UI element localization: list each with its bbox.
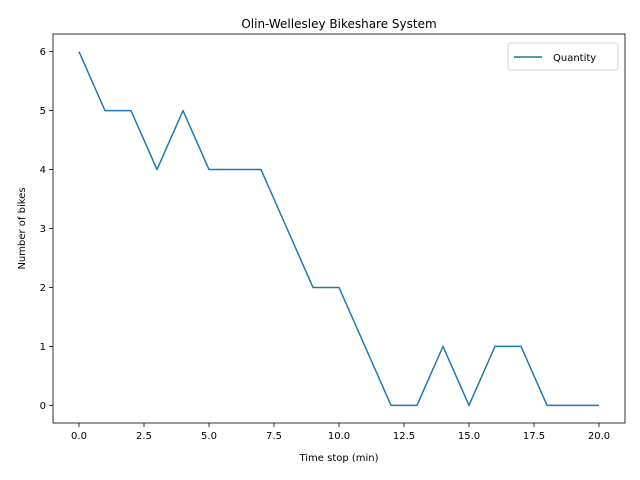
x-tick-label: 2.5 bbox=[136, 431, 152, 442]
x-axis: 0.0 2.5 5.0 7.5 10.0 12.5 15.0 17.5 20.0 bbox=[71, 423, 610, 442]
x-tick-label: 15.0 bbox=[458, 431, 480, 442]
x-tick-label: 10.0 bbox=[328, 431, 350, 442]
y-tick-label: 2 bbox=[40, 283, 46, 294]
x-tick-label: 7.5 bbox=[266, 431, 282, 442]
x-tick-label: 5.0 bbox=[201, 431, 217, 442]
x-tick-label: 20.0 bbox=[588, 431, 610, 442]
plot-area bbox=[52, 33, 626, 424]
series-layer bbox=[78, 51, 599, 407]
legend: Quantity bbox=[507, 42, 619, 71]
y-axis-label: Number of bikes bbox=[17, 187, 28, 269]
x-axis-label: Time stop (min) bbox=[298, 453, 378, 464]
series-line-quantity bbox=[78, 51, 599, 407]
y-tick-label: 1 bbox=[40, 342, 46, 353]
x-tick-label: 0.0 bbox=[71, 431, 87, 442]
y-tick-label: 6 bbox=[40, 47, 46, 58]
x-tick-label: 12.5 bbox=[393, 431, 415, 442]
legend-label-quantity: Quantity bbox=[553, 53, 596, 64]
y-tick-label: 5 bbox=[40, 106, 46, 117]
x-tick-label: 17.5 bbox=[523, 431, 545, 442]
plot-background bbox=[53, 34, 625, 423]
chart-title: Olin-Wellesley Bikeshare System bbox=[241, 17, 436, 31]
legend-box bbox=[507, 42, 619, 71]
y-tick-label: 0 bbox=[40, 401, 46, 412]
y-tick-label: 4 bbox=[40, 165, 46, 176]
y-tick-label: 3 bbox=[40, 224, 46, 235]
y-axis: 0 1 2 3 4 5 6 bbox=[40, 47, 53, 412]
